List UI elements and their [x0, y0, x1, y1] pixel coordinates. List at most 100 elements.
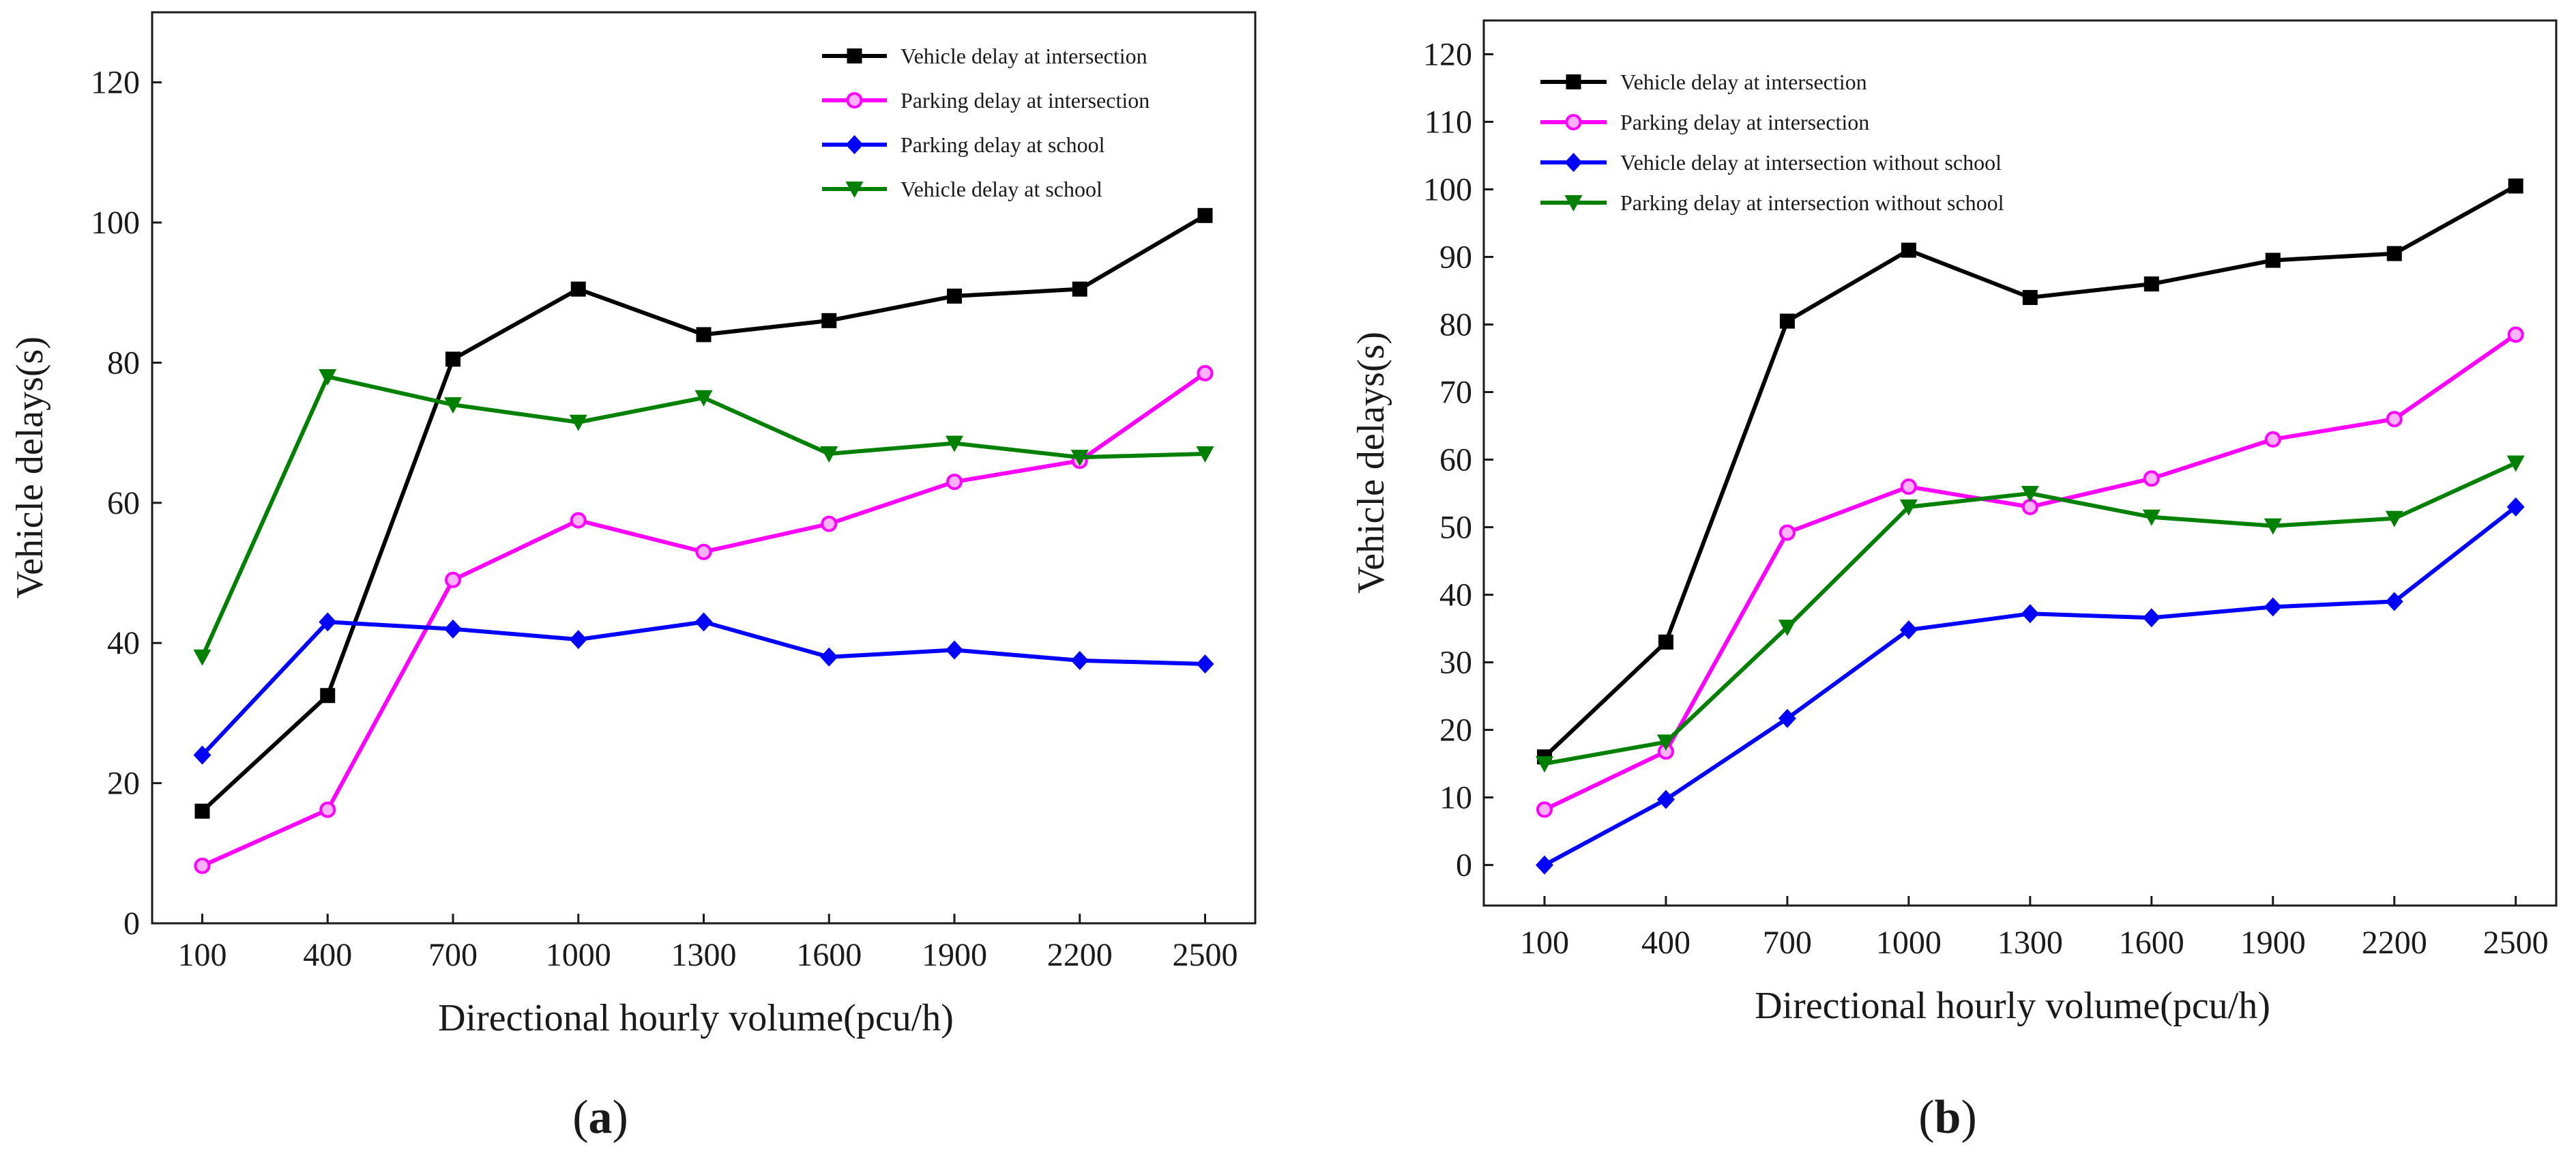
panel-b-series-2 — [1536, 326, 2524, 818]
panel-b-legend-entry-1: Vehicle delay at intersection — [1540, 70, 1867, 94]
panel-a-series-2-point — [695, 543, 712, 560]
panel-a-series-2-point — [570, 512, 587, 529]
panel-a-series-4-point — [694, 390, 713, 407]
panel-a-series-2-point — [1197, 364, 1214, 381]
panel-a-legend-entry-3: Parking delay at school — [822, 132, 1105, 157]
panel-a-series-4-point — [1196, 446, 1214, 463]
panel-a-series-1-point — [445, 351, 460, 367]
panel-a-series-2-point — [946, 474, 963, 491]
panel-a-y-tick-label: 100 — [91, 205, 140, 241]
panel-a-series-3-point — [569, 630, 587, 650]
panel-b-caption-letter: b — [1935, 1091, 1961, 1144]
panel-b-y-tick-label: 120 — [1423, 37, 1472, 73]
panel-a-series-1 — [194, 207, 1213, 819]
panel-a-series-1-point — [696, 327, 712, 343]
panel-a-y-tick-label: 80 — [107, 345, 140, 381]
panel-b-series-4-point — [2264, 518, 2282, 535]
panel-a-series-4-point — [193, 649, 211, 666]
panel-a-caption-close: ) — [613, 1091, 628, 1144]
panel-b-legend-swatch-marker — [1564, 195, 1583, 212]
panel-b-series-1-point — [2265, 252, 2281, 268]
panel-a-legend-label: Parking delay at intersection — [901, 88, 1150, 113]
panel-b-caption-close: ) — [1961, 1091, 1976, 1144]
panel-a-series-1-point — [947, 288, 962, 304]
panel-b-series-1-point — [1658, 634, 1673, 650]
panel-a-series-4-point — [946, 435, 963, 452]
panel-b-y-tick-label: 100 — [1423, 172, 1472, 208]
panel-a-legend-label: Vehicle delay at intersection — [901, 44, 1147, 68]
panel-b-series-4-point — [1656, 734, 1675, 751]
panel-b-series-1-point — [1779, 313, 1795, 329]
panel-b-legend-label: Vehicle delay at intersection without sc… — [1620, 150, 2002, 175]
panel-b-series-3-point — [2142, 608, 2161, 628]
panel-a-series-2-point — [821, 515, 838, 532]
panel-a-y-tick-label: 0 — [123, 906, 140, 942]
panel-a-x-tick-label: 400 — [303, 937, 352, 973]
panel-b-x-tick-label: 1900 — [2240, 925, 2306, 961]
panel-b-series-4-point — [1535, 756, 1553, 773]
panel-a-series-2-point — [445, 571, 461, 588]
panel-b-x-tick-label: 1000 — [1876, 925, 1942, 961]
panel-b-legend-entry-4: Parking delay at intersection without sc… — [1540, 190, 2004, 215]
panel-a-caption: (a) — [572, 1091, 628, 1144]
panel-a-series-1-point — [570, 281, 586, 297]
panel-b-series-3-point — [2506, 497, 2525, 517]
panel-a-legend: Vehicle delay at intersection Parking del… — [822, 44, 1150, 201]
panel-a-series-4-point — [569, 414, 587, 431]
panel-a-series-3 — [193, 612, 1214, 765]
panel-a-legend-entry-4: Vehicle delay at school — [822, 177, 1102, 201]
panel-b-series-3-point — [1899, 620, 1918, 640]
panel-b-y-tick-label: 90 — [1439, 240, 1472, 276]
panel-a-y-axis-title: Vehicle delays(s) — [9, 336, 51, 598]
panel-a-series-4-point — [319, 369, 337, 386]
panel-b-frame — [1482, 19, 2558, 907]
panel-b-x-tick-label: 400 — [1641, 925, 1690, 961]
panel-a-legend-swatch-marker — [845, 182, 864, 198]
chart-panel-a: 0 20 40 60 80 100 120 100 400 700 1000 1300 1600 1900… — [9, 11, 1257, 1144]
panel-b-series-3 — [1535, 497, 2525, 875]
panel-a-series — [193, 207, 1214, 874]
panel-a-y-tick-label: 20 — [107, 766, 140, 802]
panel-a-x-tick-label: 2200 — [1047, 937, 1113, 973]
panel-a-caption-letter: a — [589, 1091, 613, 1144]
panel-b-series-1-point — [2508, 178, 2523, 194]
panel-a-legend-label: Parking delay at school — [901, 132, 1105, 157]
panel-b-series-4-point — [2021, 486, 2039, 503]
panel-b-y-tick-label: 30 — [1439, 645, 1472, 681]
panel-a-series-3-point — [319, 612, 337, 632]
panel-a-series-1-point — [194, 803, 210, 819]
panel-b-axes: 0 10 20 30 40 50 60 70 80 90 100 110 120 100 400 700 100… — [1423, 37, 2549, 961]
panel-b-series-2-point — [1900, 478, 1917, 495]
panel-b-y-tick-label: 0 — [1456, 848, 1472, 884]
panel-b-legend: Vehicle delay at intersection Parking del… — [1540, 70, 2004, 215]
panel-b-series-2-point — [1779, 524, 1796, 541]
panel-a-x-tick-label: 1000 — [546, 937, 611, 973]
panel-b-series-4-point — [2385, 510, 2403, 528]
panel-b-x-tick-label: 2200 — [2362, 925, 2427, 961]
panel-b-y-axis-title: Vehicle delays(s) — [1350, 332, 1392, 594]
panel-b-y-tick-label: 60 — [1439, 442, 1472, 478]
panel-b-caption: (b) — [1918, 1091, 1977, 1144]
panel-b-series-2-point — [2264, 431, 2281, 448]
panel-a-x-tick-label: 700 — [428, 937, 478, 973]
panel-a-legend-swatch-marker — [847, 48, 862, 63]
panel-a-x-tick-label: 100 — [178, 937, 227, 973]
panel-a-series-1-point — [1197, 207, 1213, 223]
panel-b-series-2-point — [1536, 801, 1553, 818]
panel-a-series-3-point — [193, 745, 211, 765]
panel-a-x-axis-title: Directional hourly volume(pcu/h) — [438, 997, 954, 1039]
panel-a-series-3-point — [1070, 650, 1089, 670]
panel-b-series-1 — [1536, 178, 2523, 765]
panel-a-x-tick-label: 1900 — [922, 937, 987, 973]
panel-b-series-3-point — [2021, 604, 2039, 624]
panel-b-caption-open: ( — [1918, 1091, 1934, 1144]
panel-a-series-4-point — [1070, 450, 1089, 467]
panel-b-series-4-point — [1899, 499, 1918, 516]
panel-b-series-1-point — [2143, 276, 2159, 292]
panel-a-series-1-point — [1072, 281, 1087, 297]
panel-b-legend-entry-2: Parking delay at intersection — [1540, 110, 1869, 134]
panel-a-series-2-point — [319, 801, 336, 818]
panel-b-series-3-point — [1778, 708, 1796, 728]
panel-a-legend-entry-1: Vehicle delay at intersection — [822, 44, 1147, 68]
